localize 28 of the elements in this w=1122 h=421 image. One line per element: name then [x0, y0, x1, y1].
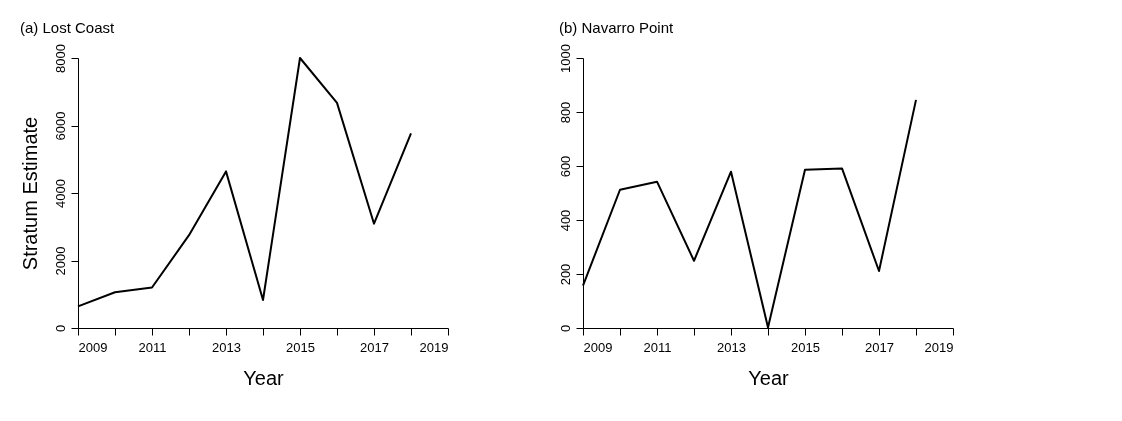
y-tick-label: 6000 — [52, 111, 68, 141]
x-tick-label: 2015 — [286, 339, 315, 355]
y-tick-label: 400 — [557, 209, 573, 232]
x-tick-label: 2011 — [643, 339, 672, 355]
y-tick-label: 0 — [557, 324, 573, 333]
x-axis-title: Year — [243, 366, 285, 389]
y-tick-label: 600 — [557, 155, 573, 178]
x-tick-label: 2011 — [138, 339, 167, 355]
y-tick-label: 800 — [557, 101, 573, 124]
y-tick-label: 4000 — [52, 179, 68, 208]
x-tick-label: 2017 — [865, 339, 894, 355]
x-tick-label: 2017 — [360, 339, 389, 355]
x-axis-title: Year — [748, 366, 790, 389]
y-tick-label: 2000 — [52, 246, 68, 276]
y-axis-title: Stratum Estimate — [18, 116, 41, 271]
chart-title: (b) Navarro Point — [559, 18, 675, 36]
y-tick-label: 1000 — [557, 44, 573, 73]
y-tick-label: 0 — [52, 324, 68, 333]
x-tick-label: 2019 — [924, 339, 954, 355]
y-tick-label: 8000 — [52, 44, 68, 73]
chart-title: (a) Lost Coast — [20, 18, 116, 36]
x-tick-label: 2009 — [583, 339, 613, 355]
y-tick-label: 200 — [557, 263, 573, 286]
x-tick-label: 2019 — [419, 339, 449, 355]
x-tick-label: 2013 — [717, 339, 746, 355]
x-tick-label: 2009 — [78, 339, 108, 355]
x-tick-label: 2015 — [791, 339, 820, 355]
x-tick-label: 2013 — [212, 339, 241, 355]
